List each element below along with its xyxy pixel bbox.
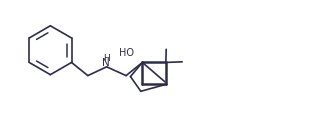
Text: H: H xyxy=(103,54,110,63)
Text: N: N xyxy=(102,58,110,68)
Text: HO: HO xyxy=(119,48,133,58)
